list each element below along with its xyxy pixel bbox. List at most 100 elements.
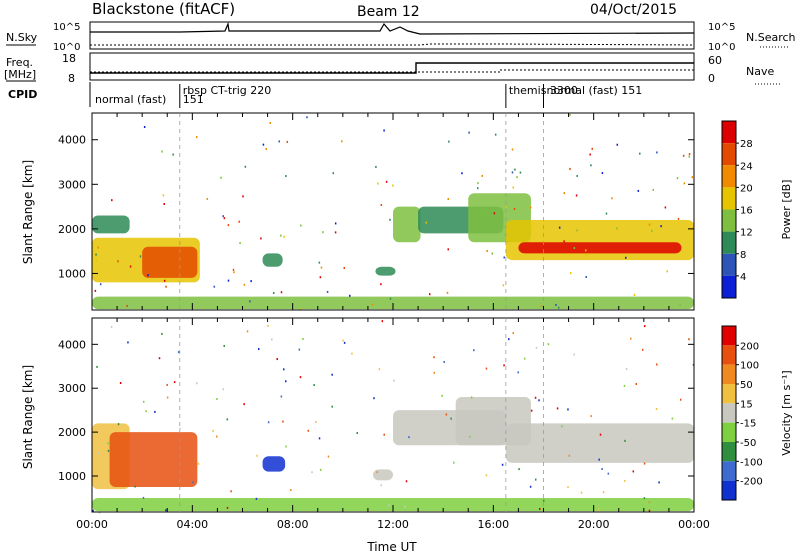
- velocity-speckle: [276, 358, 278, 361]
- velocity-speckle: [547, 343, 550, 346]
- velocity-speckle: [408, 436, 410, 439]
- velocity-speckle: [319, 468, 322, 471]
- power-speckle: [94, 289, 97, 292]
- power-speckle: [448, 140, 450, 143]
- velocity-speckle: [623, 479, 626, 482]
- power-speckle: [165, 285, 167, 288]
- power-colorbar-tick-label: 28: [740, 139, 753, 150]
- velocity-speckle: [567, 408, 569, 411]
- velocity-colorbar-tick-label: 15: [740, 399, 753, 410]
- velocity-speckle: [643, 497, 646, 500]
- velocity-speckle: [671, 417, 674, 420]
- power-speckle: [590, 164, 592, 167]
- velocity-speckle: [142, 400, 145, 403]
- power-speckle: [482, 213, 484, 216]
- power-speckle: [283, 235, 285, 238]
- power-speckle: [272, 292, 275, 295]
- power-speckle: [569, 272, 572, 275]
- power-colorbar-segment: [722, 143, 736, 166]
- power-speckle: [677, 217, 680, 220]
- nsky-label: N.Sky: [6, 31, 38, 44]
- power-speckle: [688, 153, 691, 156]
- power-speckle: [477, 182, 479, 185]
- velocity-speckle: [598, 458, 600, 461]
- power-speckle: [222, 215, 224, 218]
- velocity-speckle: [256, 454, 258, 457]
- power-speckle: [585, 253, 587, 256]
- velocity-speckle: [679, 398, 682, 401]
- velocity-xtick-label: 08:00: [277, 518, 309, 531]
- velocity-speckle: [445, 413, 448, 416]
- velocity-speckle: [561, 425, 563, 428]
- power-speckle: [481, 174, 483, 177]
- velocity-speckle: [290, 489, 292, 492]
- power-speckle: [664, 206, 667, 209]
- velocity-speckle: [623, 384, 626, 387]
- velocity-speckle: [216, 435, 218, 438]
- power-echo-region: [142, 246, 198, 278]
- power-speckle: [334, 231, 337, 234]
- velocity-speckle: [282, 420, 284, 423]
- velocity-speckle: [381, 320, 384, 323]
- velocity-speckle: [648, 501, 651, 504]
- power-speckle: [529, 206, 532, 209]
- velocity-speckle: [179, 427, 181, 430]
- velocity-speckle: [443, 360, 445, 363]
- velocity-ytick-label: 2000: [58, 426, 86, 439]
- power-speckle: [540, 305, 543, 308]
- power-ytick-label: 1000: [58, 267, 86, 280]
- velocity-speckle: [393, 379, 395, 382]
- velocity-xtick-label: 16:00: [477, 518, 509, 531]
- velocity-speckle: [534, 396, 537, 399]
- velocity-speckle: [404, 505, 406, 508]
- power-speckle: [95, 253, 97, 256]
- power-speckle: [300, 224, 302, 227]
- velocity-speckle: [433, 356, 435, 359]
- velocity-speckle: [285, 445, 287, 448]
- power-speckle: [616, 143, 619, 146]
- power-echo-region: [92, 215, 130, 234]
- velocity-colorbar-segment: [722, 461, 736, 481]
- velocity-speckle: [165, 509, 167, 512]
- power-colorbar-segment: [722, 231, 736, 254]
- power-speckle: [332, 172, 335, 175]
- velocity-xtick-label: 00:00: [678, 518, 710, 531]
- velocity-speckle: [624, 439, 626, 442]
- power-ytick-label: 2000: [58, 223, 86, 236]
- power-colorbar-segment: [722, 187, 736, 210]
- velocity-speckle: [648, 509, 651, 512]
- velocity-colorbar-tick-label: -200: [740, 477, 763, 488]
- velocity-speckle: [196, 382, 198, 385]
- velocity-echo-region: [262, 456, 286, 472]
- velocity-speckle: [568, 454, 571, 457]
- power-colorbar-tick-label: 8: [740, 250, 746, 261]
- velocity-speckle: [92, 509, 94, 512]
- power-speckle: [249, 300, 251, 303]
- power-speckle: [447, 248, 449, 251]
- velocity-speckle: [161, 332, 163, 335]
- velocity-speckle: [315, 421, 317, 424]
- power-speckle: [97, 246, 99, 249]
- power-speckle: [227, 279, 230, 282]
- velocity-speckle: [299, 376, 302, 379]
- freq-tick-top: 18: [62, 52, 76, 65]
- velocity-colorbar-segment: [722, 422, 736, 442]
- velocity-colorbar-label: Velocity [m s⁻¹]: [780, 370, 793, 455]
- velocity-speckle: [485, 367, 488, 370]
- time-xlabel: Time UT: [366, 540, 417, 554]
- power-speckle: [349, 294, 351, 297]
- power-speckle: [371, 303, 373, 306]
- power-colorbar-label: Power [dB]: [780, 180, 793, 240]
- power-colorbar-tick-label: 4: [740, 272, 746, 283]
- power-speckle: [585, 275, 587, 278]
- power-speckle: [232, 268, 235, 271]
- velocity-speckle: [230, 490, 232, 493]
- velocity-ytick-label: 4000: [58, 338, 86, 351]
- power-ytick-label: 4000: [58, 134, 86, 147]
- velocity-speckle: [192, 481, 194, 484]
- velocity-colorbar-segment: [722, 326, 736, 346]
- velocity-colorbar-tick-label: -15: [740, 419, 756, 430]
- power-speckle: [688, 155, 691, 158]
- velocity-colorbar-segment: [722, 384, 736, 404]
- power-speckle: [446, 291, 449, 294]
